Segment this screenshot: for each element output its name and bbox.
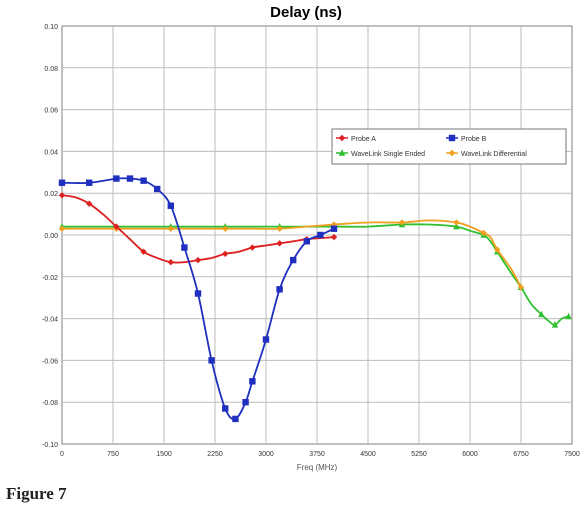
y-tick-label: -0.02 (42, 275, 58, 282)
legend-box (331, 128, 567, 165)
data-point (181, 244, 188, 251)
figure-caption: Figure 7 (6, 484, 67, 503)
legend-item: WaveLink Single Ended (336, 149, 425, 158)
x-tick-label: 1500 (156, 451, 172, 458)
data-point (167, 258, 174, 266)
data-point (58, 192, 66, 199)
data-point (232, 415, 239, 423)
legend: Probe A Probe B WaveLink Single Ended WaveL… (331, 128, 567, 165)
data-point (398, 219, 406, 226)
legend-label: Probe A (351, 136, 376, 143)
delay-chart: Delay (ns) 0.10 0.08 0.06 0.04 0.02 0.00 -0.02… (42, 4, 580, 472)
data-point (113, 223, 120, 230)
data-point (86, 179, 93, 186)
data-point (551, 321, 559, 328)
data-point (58, 179, 66, 186)
data-point (276, 225, 283, 232)
x-tick-label: 2250 (207, 451, 223, 458)
data-point (330, 233, 338, 241)
chart-svg: Delay (ns) 0.10 0.08 0.06 0.04 0.02 0.00 -0.02… (42, 4, 580, 472)
legend-label: Probe B (461, 136, 487, 143)
data-point (330, 225, 338, 232)
data-point (140, 177, 147, 184)
x-tick-label: 4500 (360, 451, 376, 458)
data-point (303, 238, 310, 245)
legend-marker (338, 149, 346, 156)
data-point (208, 357, 215, 364)
y-tick-label: 0.04 (44, 149, 58, 156)
data-point (538, 310, 545, 318)
data-point (480, 229, 487, 237)
y-tick-label: 0.08 (44, 66, 58, 73)
data-point (194, 256, 202, 264)
x-tick-label: 750 (107, 451, 119, 458)
data-point (222, 405, 229, 412)
data-point (167, 202, 174, 209)
data-point (276, 286, 283, 293)
x-tick-label: 3750 (309, 451, 325, 458)
data-point (565, 312, 572, 320)
y-tick-label: 0.06 (44, 108, 58, 115)
data-point (453, 222, 460, 230)
data-point (58, 225, 66, 232)
data-point (249, 244, 256, 251)
data-point (453, 219, 460, 226)
data-point (194, 290, 202, 297)
x-axis-ticks: 0 750 1500 2250 3000 3750 4500 5250 6000 6750 7500 (60, 451, 580, 458)
legend-marker (448, 149, 456, 157)
data-point (154, 185, 161, 193)
y-axis-ticks: 0.10 0.08 0.06 0.04 0.02 0.00 -0.02 -0.04 -0.06 -… (42, 24, 58, 449)
data-point (113, 175, 120, 182)
data-point (167, 225, 174, 232)
data-point (140, 248, 147, 255)
x-tick-label: 7500 (564, 451, 580, 458)
x-tick-label: 0 (60, 451, 64, 458)
legend-item: Probe A (336, 134, 376, 143)
legend-item: WaveLink Differential (446, 149, 527, 158)
data-point (276, 240, 283, 247)
y-tick-label: 0.10 (44, 24, 58, 31)
x-tick-label: 6750 (513, 451, 529, 458)
y-tick-label: 0.02 (44, 191, 58, 198)
data-point (517, 284, 525, 291)
legend-label: WaveLink Differential (461, 151, 527, 158)
chart-title: Delay (ns) (270, 4, 342, 21)
series-probe-b (58, 175, 338, 423)
data-point (126, 175, 134, 182)
y-tick-label: -0.10 (42, 442, 58, 449)
series-layer (58, 175, 572, 423)
y-tick-label: -0.04 (42, 317, 58, 324)
y-tick-label: -0.08 (42, 400, 58, 407)
grid-lines (62, 26, 572, 444)
legend-item: Probe B (446, 134, 487, 143)
data-point (290, 256, 297, 264)
data-point (494, 246, 501, 253)
y-tick-label: 0.00 (44, 233, 58, 240)
y-tick-label: -0.06 (42, 358, 58, 365)
x-tick-label: 3000 (258, 451, 274, 458)
data-point (262, 336, 270, 343)
data-point (86, 200, 93, 207)
data-point (222, 225, 229, 232)
data-point (222, 250, 229, 258)
data-point (242, 399, 249, 406)
x-axis-label: Freq (MHz) (297, 463, 338, 472)
x-tick-label: 5250 (411, 451, 427, 458)
legend-label: WaveLink Single Ended (351, 151, 425, 158)
legend-marker (448, 134, 456, 142)
legend-marker (338, 134, 346, 142)
data-point (249, 378, 256, 385)
data-point (317, 231, 324, 239)
x-tick-label: 6000 (462, 451, 478, 458)
